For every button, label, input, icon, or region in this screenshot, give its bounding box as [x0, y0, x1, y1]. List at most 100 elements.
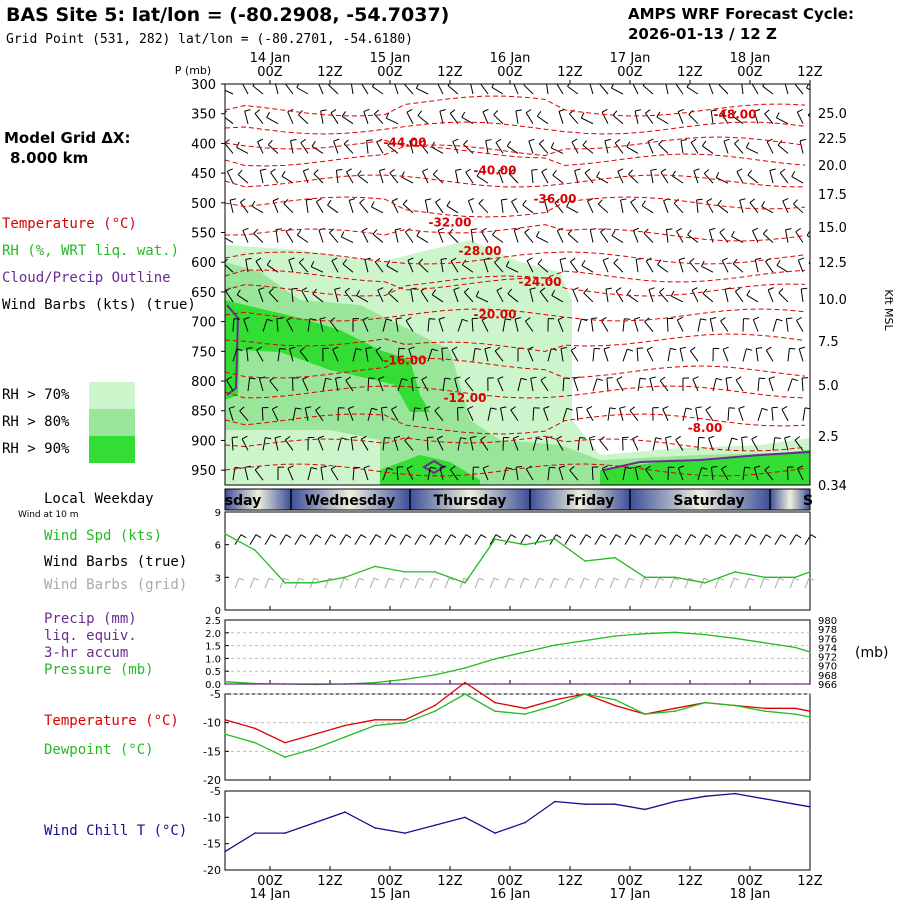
bottom-date-label: 14 Jan — [250, 887, 291, 900]
wind-barb — [315, 198, 324, 214]
wind-barb — [659, 287, 669, 303]
wind-barb — [244, 109, 251, 124]
wind-barb — [511, 198, 519, 214]
isotherm-line — [225, 224, 806, 242]
wind-barb — [276, 317, 283, 332]
wind-barb — [550, 142, 564, 154]
surface-wind-barb — [444, 534, 457, 545]
wind-barb — [417, 110, 429, 125]
wind-barb — [435, 198, 444, 214]
pressure-line-point — [644, 632, 646, 635]
wind-barb — [453, 287, 460, 303]
wind-barb — [500, 198, 508, 213]
wind-barb — [622, 348, 634, 362]
wind-barb — [768, 376, 775, 392]
temperature-line-point — [764, 707, 766, 710]
wind-barb — [356, 290, 369, 303]
wind-barb — [281, 170, 294, 184]
wind-barb — [797, 465, 804, 481]
wind-barb — [393, 435, 401, 451]
precip-line-point — [284, 683, 286, 685]
grid-wind-barb — [429, 577, 440, 589]
wind-barb — [285, 227, 294, 243]
temperature-line-point — [374, 719, 376, 721]
wind-barb — [394, 84, 399, 95]
wind-barb — [498, 168, 505, 184]
wind-barb — [589, 84, 594, 95]
top-time-tick-label: 12Z — [317, 65, 343, 80]
wind-barb — [457, 407, 464, 421]
surface-wind-barb — [759, 534, 772, 545]
wind-barb — [255, 257, 264, 273]
wind-barb — [633, 316, 641, 332]
temperature-line-point — [464, 681, 466, 684]
wind-barb — [732, 258, 744, 273]
y-tick-label: -20 — [203, 774, 221, 787]
grid-wind-barb — [624, 577, 635, 589]
wind-speed-line-point — [374, 565, 376, 568]
dewpoint-line-point — [434, 710, 436, 712]
wind-barb — [645, 257, 654, 273]
wind-barb — [277, 466, 284, 481]
dewpoint-line-point — [764, 710, 766, 712]
wind-barb — [422, 168, 429, 184]
wind-barb — [455, 168, 462, 184]
wind-barb — [391, 198, 399, 214]
wind-barb — [530, 376, 537, 392]
dewpoint-line-point — [554, 704, 556, 707]
wind-barb — [772, 437, 781, 451]
cloud-outline-right — [603, 451, 810, 471]
wind-barb — [795, 227, 804, 243]
isotherm-label: -40.00 — [474, 163, 517, 177]
wind-chill-line-point — [734, 792, 736, 795]
wind-barb — [720, 317, 729, 332]
grid-wind-barb — [354, 577, 365, 589]
wind-barb — [374, 257, 384, 273]
pressure-right-tick-label: 966 — [818, 680, 837, 691]
wind-barb — [751, 435, 759, 451]
grid-wind-barb — [549, 577, 560, 589]
bottom-time-tick-label: 00Z — [737, 874, 763, 889]
legend-cloud: Cloud/Precip Outline — [2, 270, 171, 286]
wind-barb — [798, 346, 806, 362]
wind-barb — [539, 287, 549, 303]
isotherm-label: -8.00 — [688, 421, 723, 435]
y-tick-label: 3 — [215, 573, 221, 584]
wind-barb — [382, 318, 393, 332]
wind-barb — [764, 109, 774, 125]
surface-wind-barb — [264, 534, 277, 545]
wind-barb — [505, 260, 519, 273]
pressure-line-point — [524, 651, 526, 653]
wind-barb — [267, 139, 279, 154]
wind-barb — [274, 435, 282, 451]
wind-barb — [296, 84, 309, 95]
wind-barb — [340, 231, 354, 243]
pressure-line-point — [794, 646, 796, 649]
grid-point-subtitle: Grid Point (531, 282) lat/lon = (-80.270… — [6, 32, 413, 47]
wind-barb — [382, 467, 394, 481]
grid-wind-barb — [774, 577, 785, 589]
bottom-time-tick-label: 00Z — [497, 874, 523, 889]
precip-line-point — [404, 683, 406, 685]
wind-barb — [292, 407, 302, 421]
surface-wind-barb — [594, 534, 607, 545]
wind-barb — [613, 258, 624, 273]
pressure-right-tick-label: 974 — [818, 643, 837, 654]
wind-barb — [580, 112, 594, 125]
grid-wind-barb — [249, 577, 260, 589]
wind-barb — [648, 287, 655, 303]
wind-barb — [261, 406, 269, 421]
wind-barb — [380, 406, 388, 421]
bottom-time-tick-label: 12Z — [797, 874, 823, 889]
wind-barb — [283, 199, 294, 214]
wind-barb — [720, 109, 729, 124]
wind-barb — [348, 198, 356, 213]
wind-barb — [680, 139, 687, 154]
wind-chill-line-point — [314, 821, 316, 824]
wind-barb — [395, 317, 402, 332]
legend-rh90-swatch — [89, 436, 135, 463]
wind-barb — [502, 436, 510, 451]
wind-barb — [251, 200, 264, 214]
wind-barb — [636, 347, 644, 362]
wind-barb — [472, 466, 480, 481]
